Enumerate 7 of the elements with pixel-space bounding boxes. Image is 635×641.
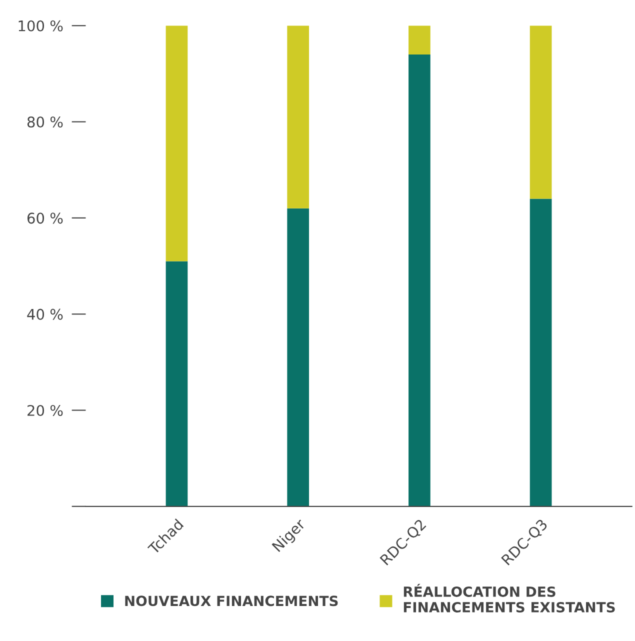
y-tick-label: 80 % <box>27 116 63 128</box>
y-tick-label: 40 % <box>27 308 63 320</box>
y-tick-label: 20 % <box>28 404 63 416</box>
legend-label: NOUVEAUX FINANCEMENTS <box>125 596 338 606</box>
legend-label: RÉALLOCATION DES FINANCEMENTS EXISTANTS <box>404 584 615 612</box>
y-tick-label: 60 % <box>27 212 63 224</box>
y-tick-label: 100 % <box>18 20 63 32</box>
